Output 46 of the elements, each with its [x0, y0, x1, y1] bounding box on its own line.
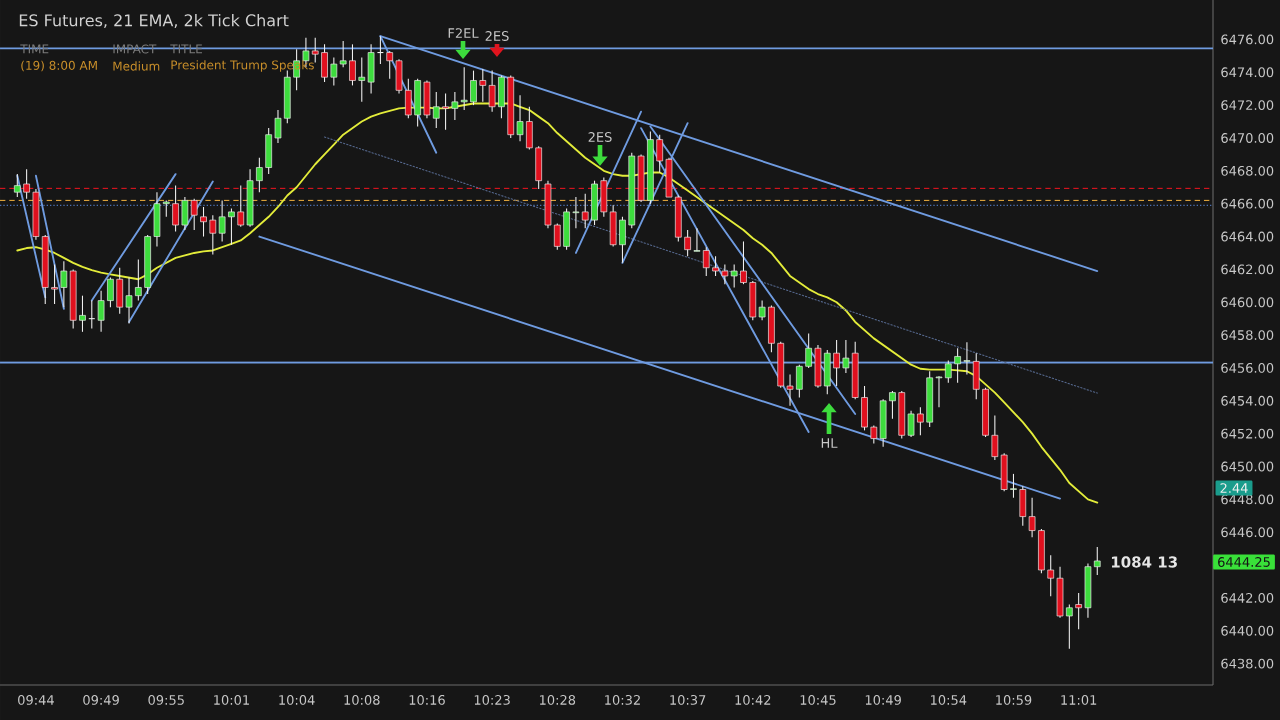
annotation: Medium — [113, 61, 160, 71]
y-tick-label: 6454.00 — [1221, 395, 1274, 406]
y-tick-label: 6468.00 — [1221, 165, 1274, 176]
y-tick-label: 6452.00 — [1221, 428, 1274, 439]
y-tick-label: 6474.00 — [1221, 67, 1274, 78]
y-tick-label: 6448.00 — [1221, 494, 1274, 505]
x-tick-label: 10:28 — [539, 695, 576, 705]
x-tick-label: 10:32 — [605, 695, 640, 705]
x-tick-label: 10:16 — [409, 695, 445, 705]
y-tick-label: 6440.00 — [1221, 625, 1274, 636]
x-tick-label: 10:23 — [474, 695, 510, 705]
x-tick-label: 10:45 — [800, 695, 836, 705]
x-tick-label: 10:08 — [344, 695, 380, 705]
y-tick-label: 6472.00 — [1221, 100, 1274, 111]
x-tick-label: 09:49 — [83, 695, 119, 705]
y-tick-label: 6458.00 — [1221, 330, 1274, 341]
annotation: HL — [821, 438, 838, 448]
y-tick-label: 6460.00 — [1221, 297, 1274, 308]
y-tick-label: 6470.00 — [1221, 133, 1274, 143]
y-tick-label: 6464.00 — [1221, 231, 1274, 242]
annotation: 2ES — [485, 31, 509, 41]
y-tick-label: 6456.00 — [1221, 363, 1274, 373]
text: 6444.25 — [1218, 557, 1270, 567]
annotation: (19) 8:00 AM — [21, 60, 97, 72]
y-tick-label: 6476.00 — [1221, 34, 1274, 45]
y-tick-label: 6438.00 — [1221, 658, 1274, 669]
text: ES Futures, 21 EMA, 2k Tick Chart — [19, 13, 289, 28]
x-tick-label: 10:54 — [930, 695, 967, 705]
x-tick-label: 09:44 — [18, 695, 54, 705]
y-tick-label: 6466.00 — [1221, 198, 1274, 209]
x-tick-label: 10:37 — [670, 695, 706, 705]
x-tick-label: 09:55 — [148, 695, 184, 705]
x-tick-label: 10:59 — [996, 695, 1032, 705]
y-tick-label: 6446.00 — [1221, 527, 1274, 538]
x-tick-label: 10:04 — [279, 695, 315, 705]
x-tick-label: 10:42 — [735, 695, 771, 705]
x-tick-label: 11:01 — [1061, 695, 1097, 705]
y-tick-label: 6462.00 — [1221, 264, 1274, 275]
x-tick-label: 10:01 — [214, 695, 249, 705]
text: 2.44 — [1220, 483, 1248, 493]
y-tick-label: 6450.00 — [1221, 461, 1274, 472]
x-tick-label: 10:49 — [865, 695, 901, 705]
annotation: F2EL — [448, 28, 479, 38]
annotation: 2ES — [588, 132, 612, 142]
y-tick-label: 6442.00 — [1221, 592, 1274, 603]
text: 1084 13 — [1111, 556, 1177, 568]
